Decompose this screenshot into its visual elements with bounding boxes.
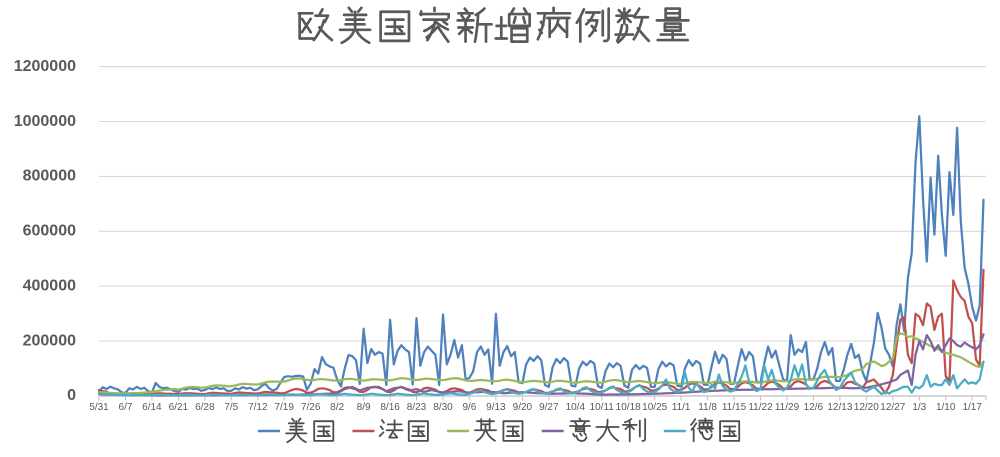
svg-text:6/14: 6/14 [142,402,162,413]
svg-text:200000: 200000 [23,332,76,349]
svg-text:1200000: 1200000 [14,58,76,75]
svg-text:12/6: 12/6 [804,402,824,413]
svg-text:1/17: 1/17 [962,402,982,413]
svg-text:400000: 400000 [23,278,76,295]
svg-text:7/19: 7/19 [274,402,294,413]
svg-text:8/23: 8/23 [407,402,427,413]
svg-text:7/5: 7/5 [224,402,238,413]
svg-text:9/6: 9/6 [462,402,476,413]
svg-text:7/12: 7/12 [248,402,268,413]
svg-text:800000: 800000 [23,168,76,185]
svg-text:8/30: 8/30 [433,402,453,413]
svg-text:1/3: 1/3 [912,402,926,413]
svg-text:9/13: 9/13 [486,402,506,413]
svg-text:8/16: 8/16 [380,402,400,413]
svg-text:11/8: 11/8 [698,402,717,413]
svg-text:11/1: 11/1 [672,402,691,413]
svg-text:1/10: 1/10 [936,402,956,413]
svg-text:10/25: 10/25 [642,402,667,413]
svg-text:6/21: 6/21 [169,402,189,413]
svg-text:1000000: 1000000 [14,113,76,130]
svg-text:0: 0 [67,387,76,404]
svg-text:8/2: 8/2 [330,402,344,413]
svg-text:10/11: 10/11 [590,402,615,413]
svg-text:8/9: 8/9 [357,402,371,413]
svg-text:9/27: 9/27 [539,402,559,413]
svg-text:11/22: 11/22 [748,402,773,413]
svg-text:5/31: 5/31 [89,402,109,413]
svg-text:7/26: 7/26 [301,402,321,413]
svg-text:12/13: 12/13 [827,402,852,413]
svg-text:600000: 600000 [23,223,76,240]
svg-text:10/18: 10/18 [616,402,641,413]
svg-text:11/29: 11/29 [775,402,800,413]
svg-text:6/28: 6/28 [195,402,215,413]
svg-text:12/20: 12/20 [854,402,879,413]
svg-text:11/15: 11/15 [722,402,747,413]
svg-text:10/4: 10/4 [566,402,586,413]
svg-text:9/20: 9/20 [513,402,533,413]
svg-text:6/7: 6/7 [119,402,133,413]
svg-text:12/27: 12/27 [880,402,905,413]
